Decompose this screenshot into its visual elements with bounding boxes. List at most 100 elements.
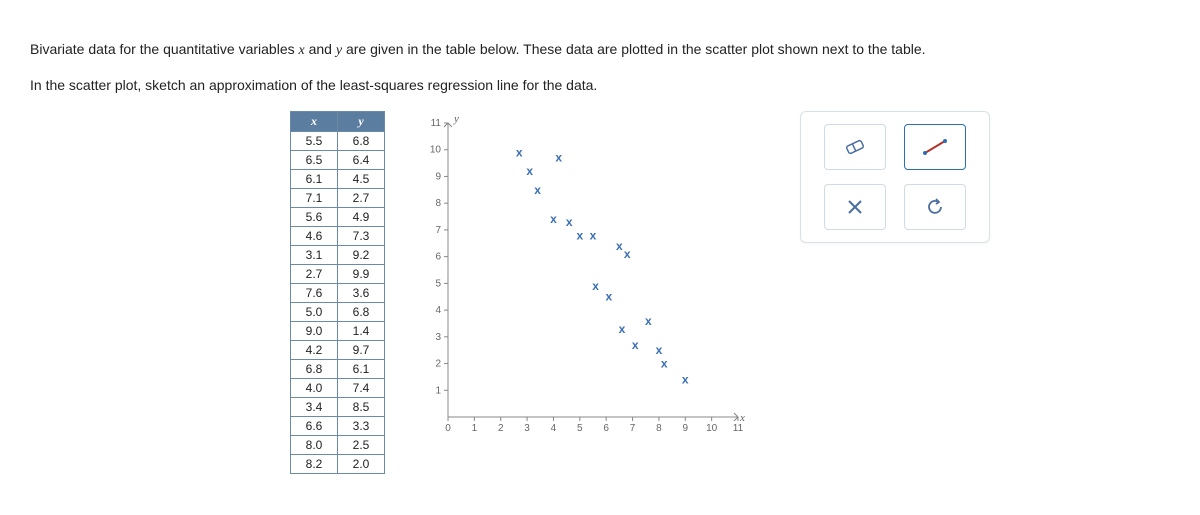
scatter-point: x (590, 228, 597, 242)
table-cell: 6.5 (291, 151, 338, 170)
eraser-icon (841, 137, 869, 157)
table-cell: 8.5 (338, 398, 385, 417)
svg-text:5: 5 (577, 423, 583, 434)
svg-text:5: 5 (435, 278, 441, 289)
scatter-point: x (632, 338, 639, 352)
table-row: 8.22.0 (291, 455, 385, 474)
table-cell: 3.6 (338, 284, 385, 303)
scatter-point: x (592, 279, 599, 293)
scatter-point: x (566, 215, 573, 229)
table-row: 4.29.7 (291, 341, 385, 360)
table-row: 6.14.5 (291, 170, 385, 189)
table-row: 5.64.9 (291, 208, 385, 227)
scatter-plot[interactable]: 012345678910111234567891011yxxxxxxxxxxxx… (420, 111, 750, 441)
table-cell: 5.5 (291, 132, 338, 151)
svg-text:6: 6 (603, 423, 609, 434)
table-cell: 6.1 (291, 170, 338, 189)
svg-text:3: 3 (524, 423, 530, 434)
scatter-point: x (555, 151, 562, 165)
text: and (305, 41, 336, 57)
svg-text:8: 8 (656, 423, 662, 434)
text: are given in the table below. These data… (342, 41, 925, 57)
table-row: 2.79.9 (291, 265, 385, 284)
svg-text:7: 7 (630, 423, 636, 434)
scatter-point: x (550, 212, 557, 226)
table-cell: 4.6 (291, 227, 338, 246)
table-row: 4.67.3 (291, 227, 385, 246)
table-cell: 4.0 (291, 379, 338, 398)
table-cell: 5.0 (291, 303, 338, 322)
scatter-point: x (619, 322, 626, 336)
svg-text:x: x (739, 412, 745, 424)
eraser-tool-button[interactable] (824, 124, 886, 170)
table-cell: 6.6 (291, 417, 338, 436)
text: Bivariate data for the quantitative vari… (30, 41, 299, 57)
scatter-point: x (534, 183, 541, 197)
close-button[interactable] (824, 184, 886, 230)
table-row: 6.86.1 (291, 360, 385, 379)
table-cell: 7.1 (291, 189, 338, 208)
svg-text:0: 0 (445, 423, 451, 434)
table-cell: 9.0 (291, 322, 338, 341)
table-cell: 2.7 (291, 265, 338, 284)
scatter-point: x (516, 145, 523, 159)
table-cell: 6.4 (338, 151, 385, 170)
toolbox (800, 111, 990, 243)
svg-text:7: 7 (435, 225, 441, 236)
svg-text:2: 2 (435, 359, 441, 370)
scatter-point: x (526, 164, 533, 178)
table-row: 6.63.3 (291, 417, 385, 436)
table-row: 4.07.4 (291, 379, 385, 398)
scatter-point: x (616, 239, 623, 253)
svg-text:8: 8 (435, 198, 441, 209)
table-row: 5.06.8 (291, 303, 385, 322)
table-cell: 6.8 (338, 132, 385, 151)
table-cell: 7.4 (338, 379, 385, 398)
scatter-point: x (656, 343, 663, 357)
svg-text:1: 1 (435, 385, 441, 396)
table-cell: 9.7 (338, 341, 385, 360)
svg-text:11: 11 (431, 118, 442, 129)
table-cell: 3.4 (291, 398, 338, 417)
table-cell: 7.6 (291, 284, 338, 303)
table-cell: 6.8 (338, 303, 385, 322)
table-cell: 3.3 (338, 417, 385, 436)
table-cell: 4.9 (338, 208, 385, 227)
table-cell: 4.5 (338, 170, 385, 189)
svg-text:6: 6 (435, 252, 441, 263)
reset-button[interactable] (904, 184, 966, 230)
svg-text:4: 4 (551, 423, 557, 434)
line-tool-button[interactable] (904, 124, 966, 170)
table-cell: 8.2 (291, 455, 338, 474)
table-row: 9.01.4 (291, 322, 385, 341)
svg-text:y: y (453, 113, 459, 125)
close-icon (845, 197, 865, 217)
table-row: 5.56.8 (291, 132, 385, 151)
svg-text:4: 4 (435, 305, 441, 316)
problem-intro-1: Bivariate data for the quantitative vari… (30, 39, 1170, 61)
scatter-point: x (682, 373, 689, 387)
table-cell: 7.3 (338, 227, 385, 246)
table-cell: 2.5 (338, 436, 385, 455)
table-cell: 1.4 (338, 322, 385, 341)
svg-text:1: 1 (472, 423, 478, 434)
table-row: 3.19.2 (291, 246, 385, 265)
table-cell: 6.8 (291, 360, 338, 379)
table-cell: 4.2 (291, 341, 338, 360)
table-cell: 5.6 (291, 208, 338, 227)
svg-text:3: 3 (435, 332, 441, 343)
table-row: 7.12.7 (291, 189, 385, 208)
scatter-point: x (661, 357, 668, 371)
svg-text:11: 11 (733, 423, 744, 434)
table-cell: 2.7 (338, 189, 385, 208)
data-table: x y 5.56.86.56.46.14.57.12.75.64.94.67.3… (290, 111, 385, 474)
table-cell: 9.2 (338, 246, 385, 265)
table-cell: 8.0 (291, 436, 338, 455)
table-cell: 3.1 (291, 246, 338, 265)
table-row: 3.48.5 (291, 398, 385, 417)
scatter-point: x (645, 314, 652, 328)
svg-text:10: 10 (706, 423, 718, 434)
line-icon (921, 137, 949, 157)
col-header-x: x (291, 112, 338, 132)
scatter-point: x (605, 290, 612, 304)
